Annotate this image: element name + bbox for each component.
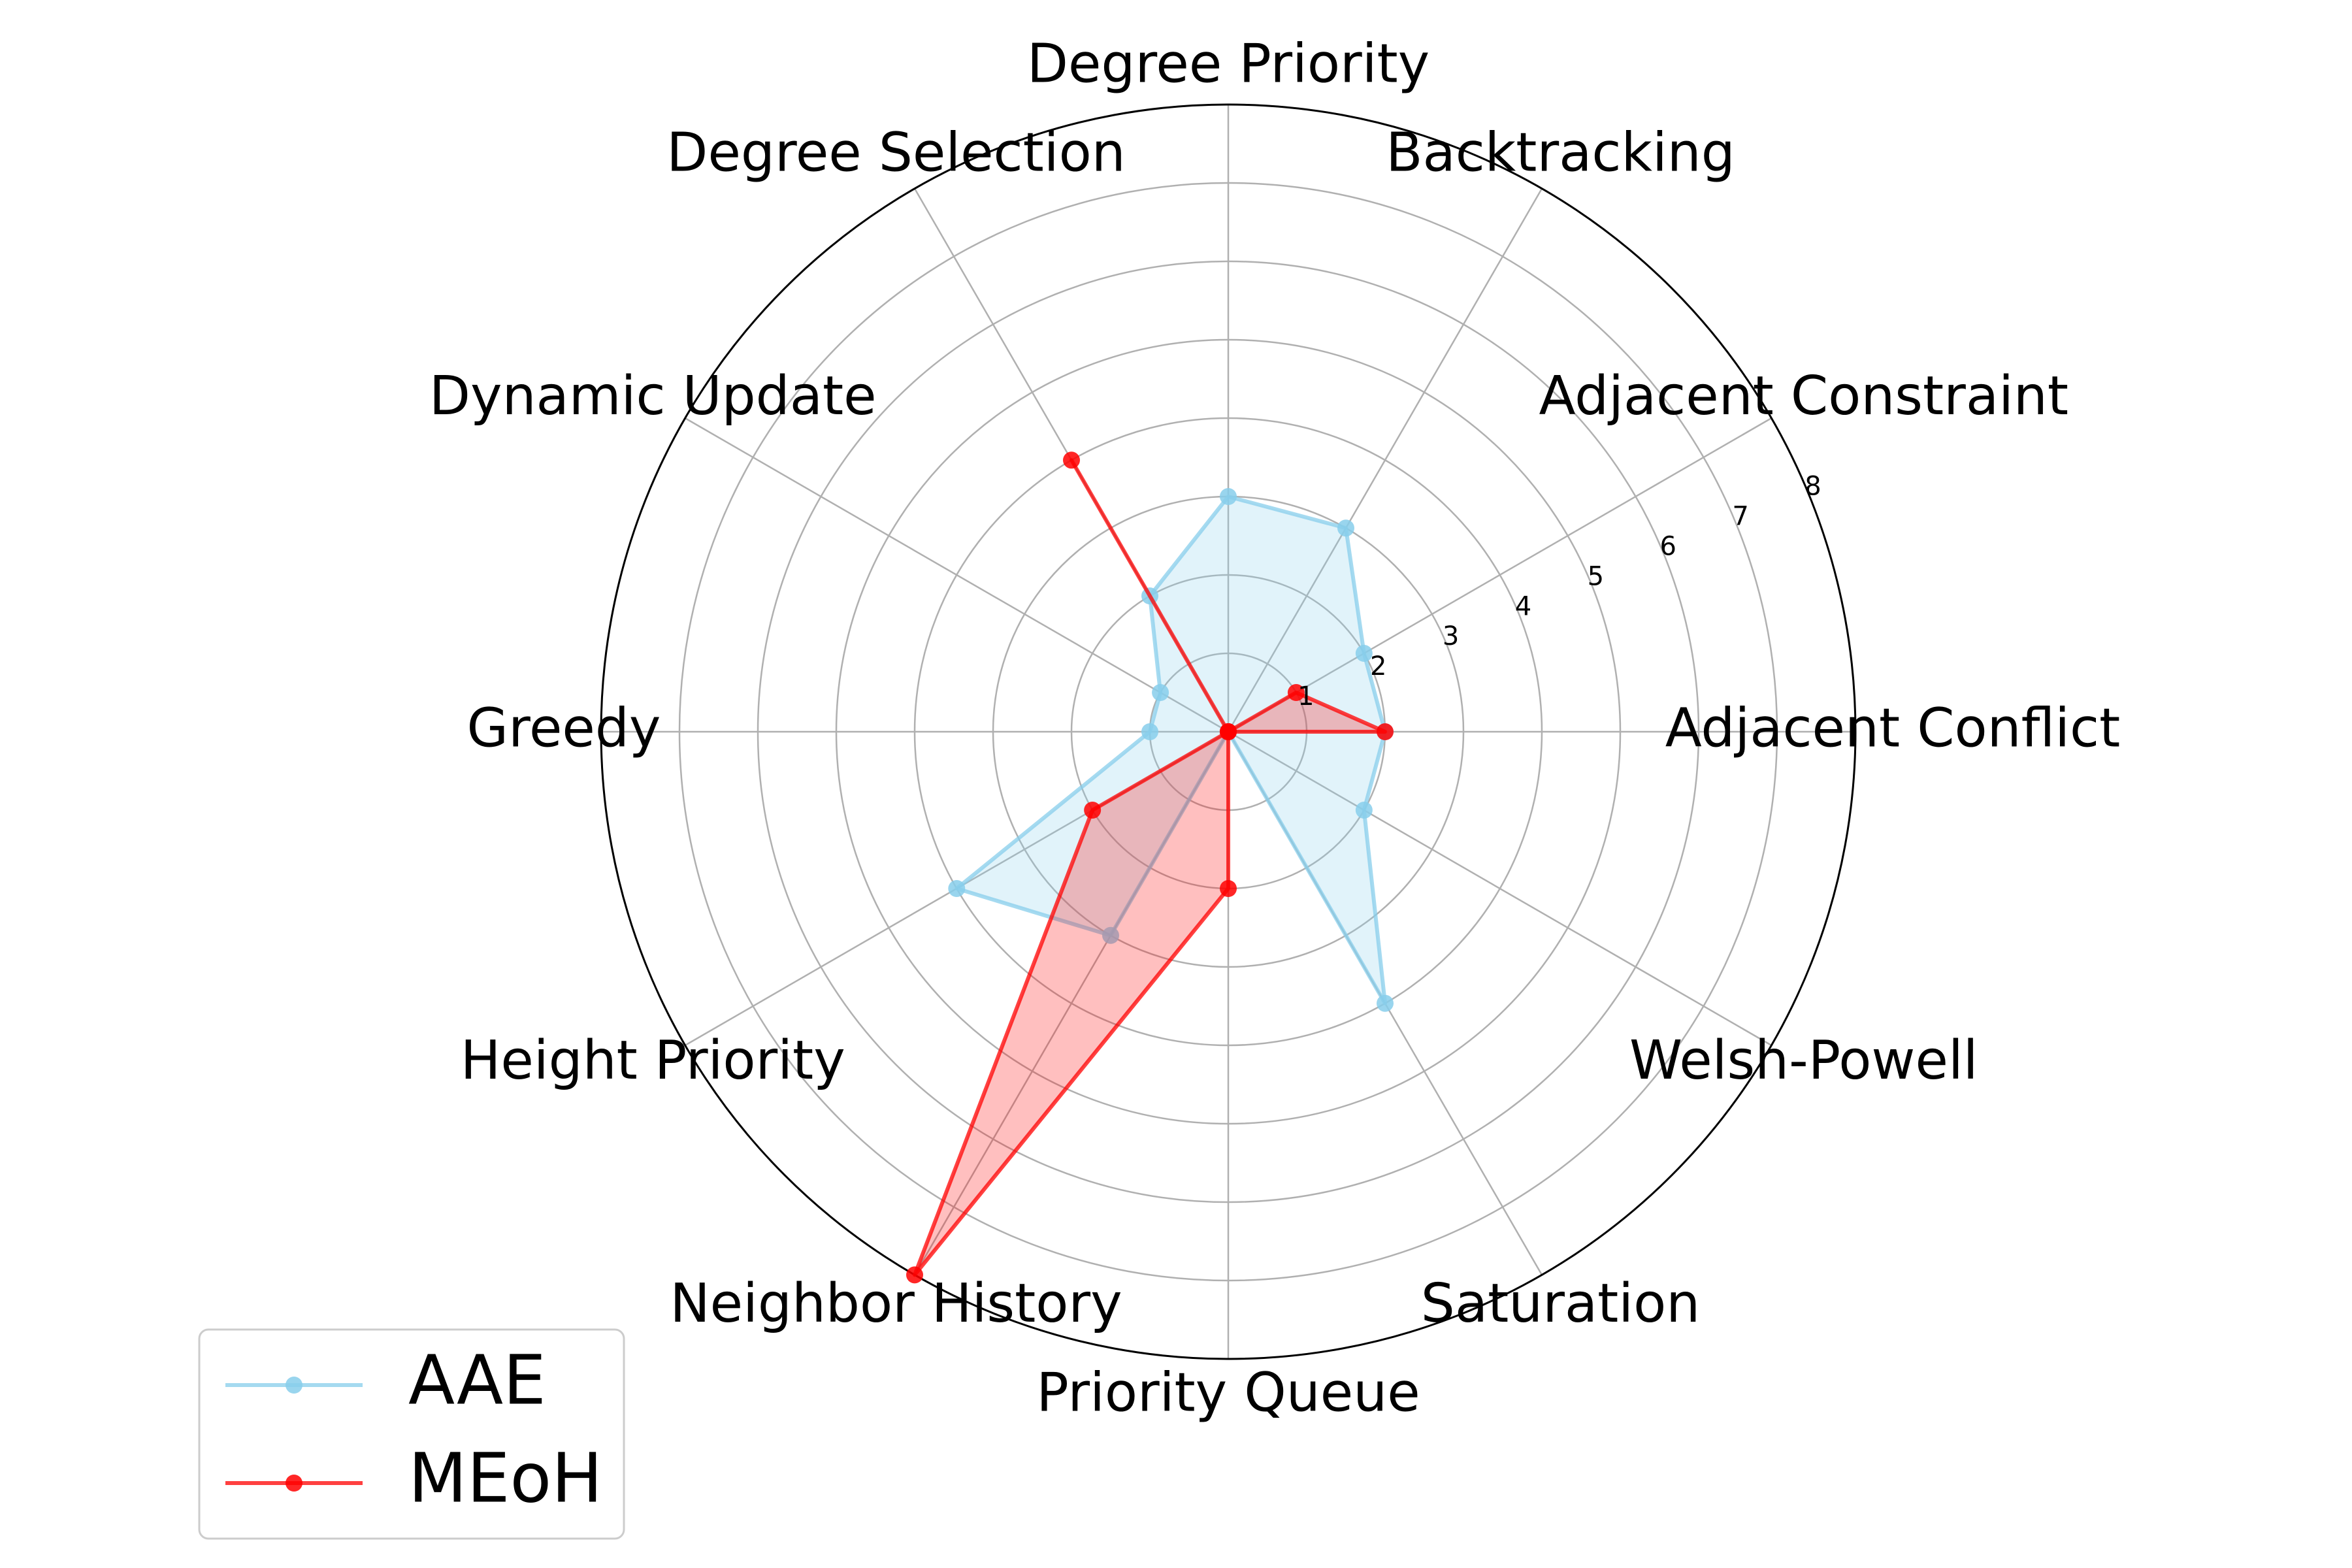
series-layer <box>906 451 1394 1284</box>
radial-tick-label-4: 4 <box>1515 591 1531 621</box>
radial-tick-label-6: 6 <box>1659 531 1676 561</box>
legend: AAE MEoH <box>198 1328 625 1540</box>
legend-label-meoh: MEoH <box>408 1438 602 1518</box>
category-label-degree-selection: Degree Selection <box>666 122 1125 184</box>
radial-tick-label-7: 7 <box>1732 502 1748 532</box>
point-meoh-8 <box>906 1266 923 1284</box>
category-label-adjacent-constraint: Adjacent Constraint <box>1539 365 2068 427</box>
radial-tick-label-1: 1 <box>1298 681 1314 711</box>
category-label-adjacent-conflict: Adjacent Conflict <box>1665 697 2121 759</box>
point-meoh-7 <box>1084 802 1102 819</box>
category-label-neighbor-history: Neighbor History <box>670 1273 1122 1335</box>
point-meoh-4 <box>1063 451 1080 469</box>
category-label-degree-priority: Degree Priority <box>1027 33 1429 95</box>
point-meoh-0 <box>1377 723 1394 740</box>
legend-marker-meoh <box>286 1475 302 1492</box>
radial-tick-label-8: 8 <box>1805 472 1821 502</box>
category-label-backtracking: Backtracking <box>1386 122 1735 184</box>
point-meoh-11 <box>1220 723 1237 740</box>
category-label-height-priority: Height Priority <box>461 1030 845 1092</box>
grid-spoke-11 <box>1228 730 1772 1047</box>
point-aae-1 <box>1355 645 1373 662</box>
point-meoh-1 <box>1287 684 1305 701</box>
point-aae-2 <box>1337 519 1354 537</box>
radial-tick-label-5: 5 <box>1588 561 1604 591</box>
point-aae-7 <box>948 880 966 897</box>
label-layer: Adjacent Conflict Adjacent Constraint Back… <box>429 33 2120 1424</box>
category-label-dynamic-update: Dynamic Update <box>429 365 877 427</box>
grid-spoke-2 <box>1227 188 1543 732</box>
outer-frame <box>600 103 1857 1360</box>
legend-box <box>198 1328 625 1540</box>
point-aae-10 <box>1377 994 1394 1012</box>
point-aae-5 <box>1152 684 1169 701</box>
series-fill-aae <box>956 497 1385 1004</box>
point-aae-11 <box>1355 802 1373 819</box>
series-line-meoh <box>913 458 1387 1277</box>
grid-spoke-1 <box>1228 417 1772 733</box>
category-label-saturation: Saturation <box>1421 1273 1700 1335</box>
legend-label-aae: AAE <box>408 1340 546 1420</box>
point-aae-3 <box>1220 488 1237 505</box>
legend-marker-aae <box>286 1377 302 1394</box>
category-label-priority-queue: Priority Queue <box>1036 1362 1420 1424</box>
category-label-welsh-powell: Welsh-Powell <box>1629 1030 1978 1092</box>
grid-spoke-5 <box>684 417 1229 733</box>
point-aae-6 <box>1141 723 1158 740</box>
grid-layer <box>600 103 1857 1360</box>
point-aae-8 <box>1102 926 1119 944</box>
radial-tick-label-2: 2 <box>1370 651 1386 681</box>
point-meoh-9 <box>1220 880 1237 897</box>
category-label-greedy: Greedy <box>467 697 661 759</box>
tick-layer: 1 2 3 4 5 6 7 8 <box>1298 472 1821 711</box>
series-fill-meoh <box>915 460 1385 1275</box>
radial-tick-label-3: 3 <box>1443 621 1459 651</box>
